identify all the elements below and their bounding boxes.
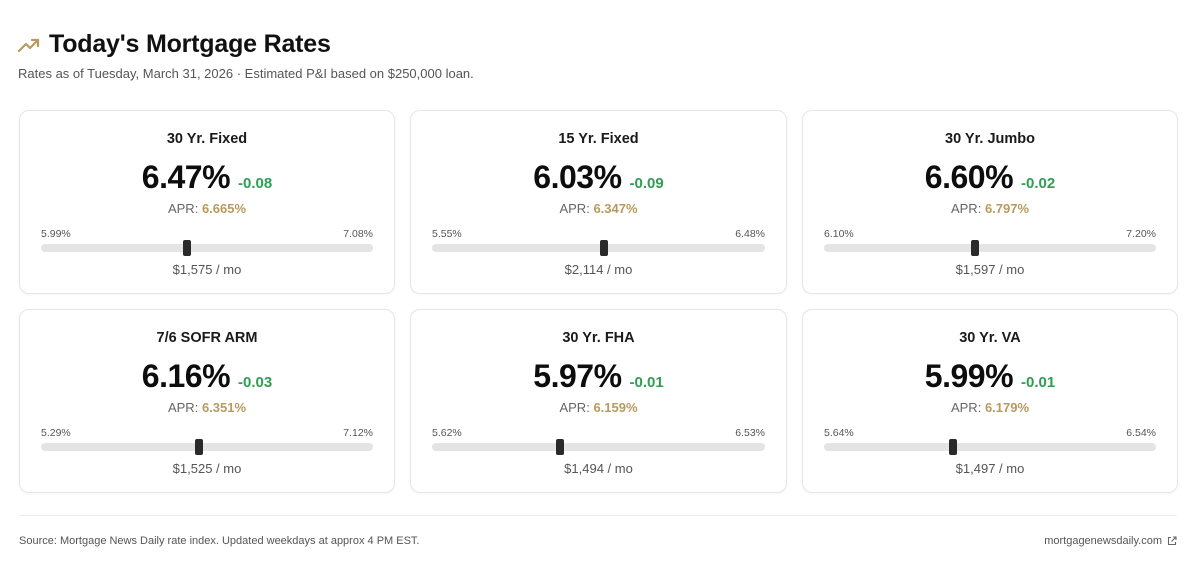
rate-row: 5.99% -0.01 — [803, 358, 1177, 395]
monthly-payment: $1,497 / mo — [955, 461, 1025, 476]
range-marker — [599, 240, 608, 256]
rate-change: -0.09 — [629, 175, 664, 192]
rate-value: 6.16% — [141, 358, 231, 394]
title-row: Today's Mortgage Rates — [17, 30, 331, 59]
apr-value: 6.179% — [984, 400, 1030, 415]
apr-value: 6.351% — [201, 400, 247, 415]
rate-value: 5.99% — [924, 358, 1014, 394]
range-low: 5.29% — [41, 427, 71, 439]
rate-card: 15 Yr. Fixed 6.03% -0.09 APR: 6.347% 5.5… — [410, 110, 787, 294]
range-high: 6.48% — [735, 228, 765, 240]
apr-row: APR: 6.179% — [803, 400, 1177, 415]
apr-label: APR: — [559, 400, 590, 415]
rate-change: -0.01 — [1021, 374, 1056, 391]
monthly-payment: $2,114 / mo — [564, 262, 633, 277]
range-low: 5.99% — [41, 228, 71, 240]
rate-value: 6.60% — [924, 159, 1014, 195]
apr-label: APR: — [950, 201, 982, 216]
apr-label: APR: — [167, 400, 199, 415]
rate-row: 6.60% -0.02 — [803, 159, 1177, 196]
range-marker — [970, 240, 979, 256]
apr-row: APR: 6.347% — [411, 201, 786, 216]
card-title: 15 Yr. Fixed — [558, 131, 639, 147]
page-title: Today's Mortgage Rates — [49, 30, 331, 58]
monthly-payment: $1,494 / mo — [564, 461, 633, 476]
rate-value: 6.47% — [141, 159, 231, 195]
card-title: 7/6 SOFR ARM — [156, 330, 258, 346]
card-title: 30 Yr. VA — [959, 330, 1021, 346]
rate-change: -0.02 — [1021, 175, 1056, 192]
range-marker — [183, 240, 192, 256]
rate-change: -0.03 — [238, 374, 273, 391]
source-link-text[interactable]: mortgagenewsdaily.com — [1044, 535, 1162, 547]
monthly-payment: $1,575 / mo — [172, 262, 242, 277]
rate-card: 7/6 SOFR ARM 6.16% -0.03 APR: 6.351% 5.2… — [19, 309, 395, 493]
monthly-payment: $1,525 / mo — [172, 461, 242, 476]
rate-change: -0.08 — [238, 175, 273, 192]
range-track — [824, 240, 1156, 256]
range-marker — [556, 439, 565, 455]
rate-range: 5.99% 7.08% — [41, 228, 373, 240]
rate-card: 30 Yr. VA 5.99% -0.01 APR: 6.179% 5.64% … — [802, 309, 1178, 493]
rate-value: 6.03% — [533, 159, 622, 195]
monthly-payment: $1,597 / mo — [955, 262, 1025, 277]
page-header: Today's Mortgage Rates — [17, 30, 331, 59]
apr-value: 6.347% — [593, 201, 638, 216]
range-high: 6.53% — [735, 427, 765, 439]
footer-divider — [19, 515, 1177, 516]
apr-row: APR: 6.797% — [803, 201, 1177, 216]
rate-card: 30 Yr. Jumbo 6.60% -0.02 APR: 6.797% 6.1… — [802, 110, 1178, 294]
rate-change: -0.01 — [629, 374, 664, 391]
rate-range: 6.10% 7.20% — [824, 228, 1156, 240]
apr-value: 6.797% — [984, 201, 1030, 216]
range-marker — [949, 439, 958, 455]
card-title: 30 Yr. Fixed — [166, 131, 248, 147]
range-low: 6.10% — [824, 228, 854, 240]
apr-row: APR: 6.351% — [20, 400, 394, 415]
rate-row: 5.97% -0.01 — [411, 358, 786, 395]
rate-range: 5.55% 6.48% — [432, 228, 765, 240]
card-title: 30 Yr. Jumbo — [945, 131, 1035, 147]
apr-row: APR: 6.159% — [411, 400, 786, 415]
rate-range: 5.29% 7.12% — [41, 427, 373, 439]
rate-card-grid: 30 Yr. Fixed 6.47% -0.08 APR: 6.665% 5.9… — [19, 110, 1178, 493]
apr-label: APR: — [950, 400, 982, 415]
range-track — [824, 439, 1156, 455]
rate-row: 6.03% -0.09 — [411, 159, 786, 196]
range-high: 7.08% — [343, 228, 373, 240]
range-track — [41, 439, 373, 455]
rate-value: 5.97% — [533, 358, 622, 394]
rate-row: 6.47% -0.08 — [20, 159, 394, 196]
rate-card: 30 Yr. Fixed 6.47% -0.08 APR: 6.665% 5.9… — [19, 110, 395, 294]
trending-up-icon — [17, 37, 40, 53]
card-title: 30 Yr. FHA — [562, 330, 635, 346]
apr-label: APR: — [167, 201, 199, 216]
apr-label: APR: — [559, 201, 590, 216]
rate-row: 6.16% -0.03 — [20, 358, 394, 395]
range-low: 5.64% — [824, 427, 854, 439]
range-high: 7.12% — [343, 427, 373, 439]
range-low: 5.62% — [432, 427, 462, 439]
rate-range: 5.62% 6.53% — [432, 427, 765, 439]
range-high: 7.20% — [1126, 228, 1156, 240]
range-track — [41, 240, 373, 256]
apr-row: APR: 6.665% — [20, 201, 394, 216]
source-note: Source: Mortgage News Daily rate index. … — [19, 535, 420, 547]
rate-card: 30 Yr. FHA 5.97% -0.01 APR: 6.159% 5.62%… — [410, 309, 787, 493]
range-track — [432, 439, 765, 455]
source-link[interactable]: mortgagenewsdaily.com — [1044, 535, 1177, 547]
range-high: 6.54% — [1126, 427, 1156, 439]
range-track — [432, 240, 765, 256]
rate-range: 5.64% 6.54% — [824, 427, 1156, 439]
page-subtitle: Rates as of Tuesday, March 31, 2026 · Es… — [18, 66, 474, 81]
apr-value: 6.665% — [201, 201, 247, 216]
range-marker — [194, 439, 203, 455]
range-low: 5.55% — [432, 228, 462, 240]
apr-value: 6.159% — [593, 400, 638, 415]
external-link-icon[interactable] — [1167, 536, 1177, 546]
